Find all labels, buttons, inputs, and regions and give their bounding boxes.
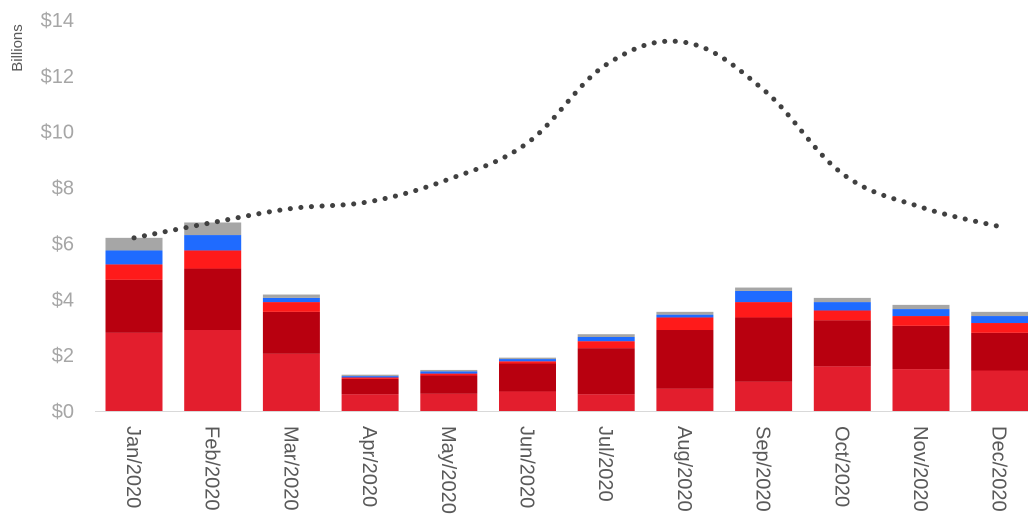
bar-segment	[499, 363, 556, 392]
y-tick-label: $10	[41, 122, 74, 144]
x-tick-label: Jul/2020	[594, 426, 616, 502]
x-tick-label: Aug/2020	[673, 426, 695, 512]
bar-segment	[971, 332, 1028, 371]
y-tick-label: $6	[52, 233, 74, 255]
bar-segment	[656, 330, 714, 389]
bar-segment	[499, 391, 556, 411]
bar-segment	[184, 330, 242, 411]
y-tick-label: $2	[52, 345, 74, 367]
y-tick-label: $0	[52, 401, 74, 423]
bar-segment	[577, 394, 635, 411]
bar-segment	[813, 302, 871, 311]
x-tick-label: Mar/2020	[279, 426, 301, 511]
bar-segment	[577, 341, 635, 349]
x-tick-label: Feb/2020	[201, 426, 223, 511]
bar-segment	[420, 373, 478, 376]
bar-segment	[420, 371, 478, 374]
bar-segment	[262, 311, 320, 354]
bar-segment	[735, 317, 793, 382]
bar-segment	[735, 302, 793, 318]
bar-segment	[262, 297, 320, 303]
trend-line	[131, 38, 1003, 241]
bars	[105, 222, 1028, 411]
x-tick-label: Apr/2020	[358, 426, 380, 507]
bar-segment	[656, 317, 714, 331]
bar-segment	[577, 334, 635, 337]
x-tick-label: Oct/2020	[830, 426, 852, 507]
bar-segment	[499, 357, 556, 360]
x-tick-label: Sep/2020	[752, 426, 774, 512]
y-tick-label: $8	[52, 178, 74, 200]
bar-segment	[577, 336, 635, 342]
bar-segment	[341, 376, 399, 378]
bar-segment	[735, 287, 793, 291]
bar-segment	[892, 325, 950, 370]
bar-segment	[656, 314, 714, 318]
bar-segment	[735, 290, 793, 303]
bar-segment	[499, 361, 556, 364]
bar-segment	[577, 348, 635, 395]
x-tick-label: May/2020	[437, 426, 459, 514]
y-axis: $0 $2 $4 $6 $8 $10 $12 $14	[41, 10, 74, 423]
bar-segment	[813, 320, 871, 367]
bar-segment	[341, 394, 399, 411]
x-tick-label: Nov/2020	[909, 426, 931, 512]
trend-line-layer	[131, 38, 1003, 241]
x-tick-label: Dec/2020	[988, 426, 1010, 512]
bar-segment	[105, 264, 163, 280]
bar-segment	[184, 222, 242, 236]
bar-segment	[892, 309, 950, 317]
bar-segment	[105, 279, 163, 333]
y-tick-label: $12	[41, 66, 74, 88]
bar-segment	[656, 311, 714, 315]
bar-segment	[184, 235, 242, 251]
x-tick-label: Jun/2020	[516, 426, 538, 508]
bar-segment	[341, 378, 399, 395]
bar-segment	[971, 323, 1028, 333]
bar-segment	[499, 359, 556, 362]
y-axis-title: Billions	[9, 24, 26, 72]
bar-segment	[184, 268, 242, 331]
bar-segment	[341, 374, 399, 377]
bar-segment	[892, 316, 950, 326]
bar-segment	[971, 316, 1028, 324]
bar-segment	[262, 302, 320, 312]
bar-segment	[813, 297, 871, 303]
x-axis: Jan/2020 Feb/2020 Mar/2020 Apr/2020 May/2020…	[95, 411, 1028, 514]
bar-segment	[184, 250, 242, 269]
bar-segment	[735, 381, 793, 411]
y-tick-label: $14	[41, 10, 74, 32]
bar-segment	[892, 369, 950, 411]
bar-segment	[656, 388, 714, 411]
bar-segment	[892, 304, 950, 310]
bar-segment	[341, 377, 399, 379]
bar-segment	[105, 237, 163, 251]
bar-segment	[971, 311, 1028, 317]
bar-segment	[813, 366, 871, 411]
x-tick-label: Jan/2020	[122, 426, 144, 508]
y-tick-label: $4	[52, 289, 74, 311]
bar-segment	[971, 370, 1028, 411]
bar-segment	[262, 353, 320, 411]
bar-segment	[813, 310, 871, 321]
bar-segment	[420, 375, 478, 394]
bar-segment	[420, 393, 478, 411]
bar-segment	[105, 250, 163, 265]
bar-segment	[420, 369, 478, 372]
bar-segment	[105, 332, 163, 411]
bar-segment	[262, 294, 320, 298]
